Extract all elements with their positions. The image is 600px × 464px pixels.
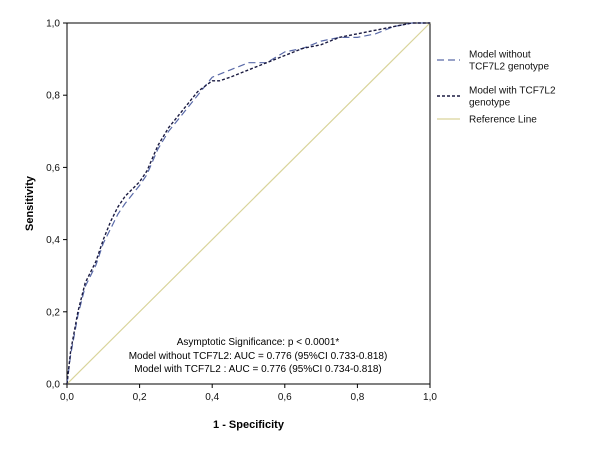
x-tick-label: 1,0 <box>423 392 437 403</box>
y-tick-label: 0,0 <box>46 380 60 391</box>
x-tick-label: 0,2 <box>133 392 147 403</box>
y-tick-label: 0,8 <box>46 91 60 102</box>
y-tick-label: 0,6 <box>46 163 60 174</box>
x-tick-label: 0,8 <box>350 392 364 403</box>
y-axis-title: Sensitivity <box>24 175 36 231</box>
legend-label: Reference Line <box>469 115 537 126</box>
y-tick-label: 1,0 <box>46 19 60 30</box>
y-tick-label: 0,4 <box>46 235 60 246</box>
legend-label: Model without <box>469 50 531 61</box>
annotation-line: Model without TCF7L2: AUC = 0.776 (95%CI… <box>129 351 388 362</box>
legend-label: TCF7L2 genotype <box>469 62 549 73</box>
y-tick-label: 0,2 <box>46 307 60 318</box>
annotation-line: Model with TCF7L2 : AUC = 0.776 (95%CI 0… <box>134 364 381 375</box>
annotation-line: Asymptotic Significance: p < 0.0001* <box>177 337 340 348</box>
legend-label: Model with TCF7L2 <box>469 86 556 97</box>
annotations: Asymptotic Significance: p < 0.0001* Mode… <box>129 337 388 375</box>
legend-label: genotype <box>469 98 511 109</box>
x-tick-label: 0,6 <box>278 392 292 403</box>
series-line-0 <box>66 22 430 385</box>
series-line-2 <box>66 22 431 385</box>
x-tick-label: 0,4 <box>205 392 219 403</box>
x-axis-title: 1 - Specificity <box>213 419 285 431</box>
series-line-1 <box>66 22 430 385</box>
x-tick-label: 0,0 <box>60 392 74 403</box>
